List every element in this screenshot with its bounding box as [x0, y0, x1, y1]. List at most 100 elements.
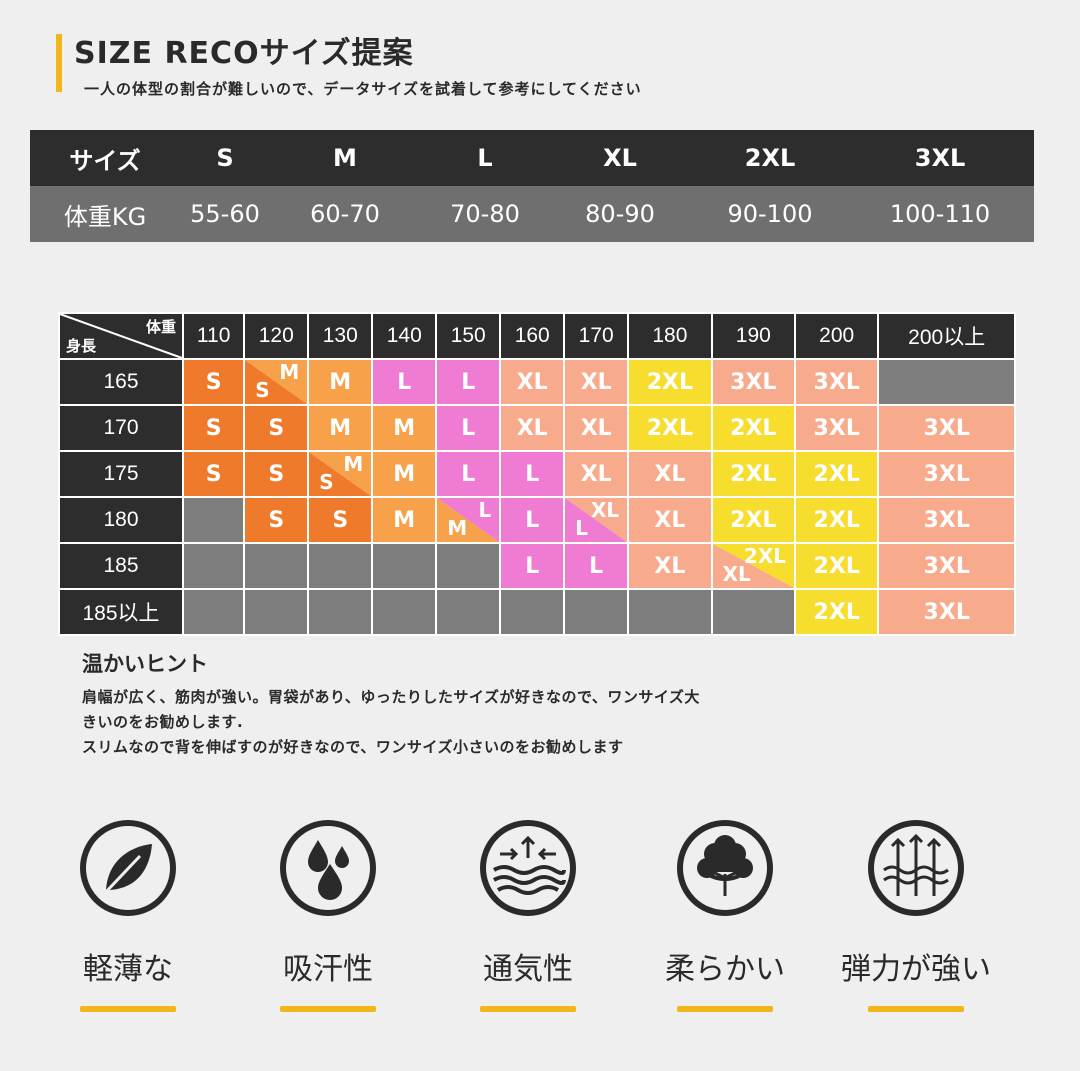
height-row: 185以上 2XL 3XL	[58, 588, 1016, 636]
size-value: S	[268, 461, 285, 487]
size-value: S	[268, 415, 285, 441]
airflow-icon	[480, 820, 576, 916]
size-cell: XL	[627, 496, 713, 544]
height-row: 170 S S M M L XL XL 2XL 2XL 3XL 3XL	[58, 404, 1016, 452]
height-row-label: 170	[58, 404, 184, 452]
water-drops-icon	[280, 820, 376, 916]
feature-underline	[80, 1006, 176, 1012]
size-label: XL	[603, 144, 637, 172]
size-cell: M	[371, 404, 438, 452]
size-cell: 3XL	[877, 450, 1016, 498]
size-value: 2XL	[813, 461, 860, 487]
size-value: L	[397, 369, 412, 395]
corner-weight-label: 体重	[145, 319, 176, 336]
height-row-label: 180	[58, 496, 184, 544]
leaf-icon	[80, 820, 176, 916]
size-label: 3XL	[914, 144, 966, 172]
weight-range: 60-70	[310, 200, 380, 228]
size-value: L	[461, 369, 476, 395]
height-row-label: 185	[58, 542, 184, 590]
weight-column-header: 130	[307, 312, 374, 360]
size-cell: 2XL	[710, 404, 797, 452]
weight-column-header: 200	[793, 312, 880, 360]
size-cell: 2XL	[793, 496, 880, 544]
size-cell: XL	[627, 542, 713, 590]
size-cell: S	[307, 496, 374, 544]
size-value: M	[279, 360, 300, 384]
size-value: 2XL	[730, 415, 777, 441]
size-value: 2XL	[743, 544, 786, 568]
height-row: 175 S S S M M L L XL XL 2XL 2XL 3XL	[58, 450, 1016, 498]
size-cell: 3XL	[793, 404, 880, 452]
size-cell: M	[307, 358, 374, 406]
size-label: 2XL	[744, 144, 796, 172]
feature-item: 吸汗性	[248, 818, 408, 1012]
empty-cell	[371, 542, 438, 590]
size-value: L	[575, 516, 588, 540]
size-cell: S	[181, 450, 246, 498]
size-value: S	[268, 507, 285, 533]
size-cell: 3XL	[877, 542, 1016, 590]
size-value: XL	[591, 498, 620, 522]
size-cell: S	[243, 496, 310, 544]
size-value: L	[525, 461, 540, 487]
size-value: 2XL	[730, 461, 777, 487]
size-value: 3XL	[923, 599, 970, 625]
size-cell: 3XL	[877, 588, 1016, 636]
size-cell: XL	[563, 358, 630, 406]
feature-item: 弾力が強い	[836, 818, 996, 1012]
size-cell: L	[499, 496, 566, 544]
weight-row-label: 体重KG	[63, 202, 147, 231]
height-row-label: 175	[58, 450, 184, 498]
size-cell: L	[435, 404, 502, 452]
corner-diagonal	[60, 314, 182, 358]
hint-title: 温かいヒント	[82, 652, 208, 676]
size-value: XL	[516, 369, 548, 395]
feature-label: 吸汗性	[283, 952, 373, 987]
size-value: S	[205, 415, 222, 441]
size-value: 2XL	[730, 507, 777, 533]
feature-list: 軽薄な 吸汗性 通気性	[0, 818, 1080, 1038]
split-size-cell: XL 2XL	[710, 542, 797, 590]
size-value: L	[525, 507, 540, 533]
size-label: L	[477, 144, 493, 172]
empty-cell	[627, 588, 713, 636]
feature-label: 通気性	[483, 952, 573, 987]
size-value: XL	[516, 415, 548, 441]
size-value: XL	[580, 415, 612, 441]
size-cell: S	[181, 404, 246, 452]
stretch-arrows-icon	[868, 820, 964, 916]
feature-underline	[480, 1006, 576, 1012]
size-label: M	[333, 144, 357, 172]
size-cell: S	[181, 358, 246, 406]
size-cell: 3XL	[710, 358, 797, 406]
size-value: M	[329, 415, 352, 441]
size-value: S	[205, 461, 222, 487]
height-row: 180 S S M M L L L XL XL 2XL 2XL 3XL	[58, 496, 1016, 544]
empty-cell	[371, 588, 438, 636]
size-cell: XL	[563, 450, 630, 498]
size-value: 3XL	[923, 507, 970, 533]
size-value: 3XL	[813, 415, 860, 441]
size-value: 3XL	[813, 369, 860, 395]
weight-column-header: 170	[563, 312, 630, 360]
weight-range: 90-100	[727, 200, 813, 228]
size-cell: L	[563, 542, 630, 590]
size-cell: 2XL	[793, 588, 880, 636]
size-value: S	[255, 378, 270, 402]
size-cell: 2XL	[710, 450, 797, 498]
feature-underline	[677, 1006, 773, 1012]
size-cell: S	[243, 404, 310, 452]
page-subtitle: 一人の体型の割合が難しいので、データサイズを試着して参考にしてください	[84, 80, 642, 98]
size-cell: L	[499, 450, 566, 498]
size-value: M	[393, 507, 416, 533]
size-value: M	[329, 369, 352, 395]
empty-cell	[181, 496, 246, 544]
feature-label: 軽薄な	[83, 952, 173, 987]
size-value: M	[393, 461, 416, 487]
empty-cell	[563, 588, 630, 636]
empty-cell	[181, 588, 246, 636]
size-cell: S	[243, 450, 310, 498]
